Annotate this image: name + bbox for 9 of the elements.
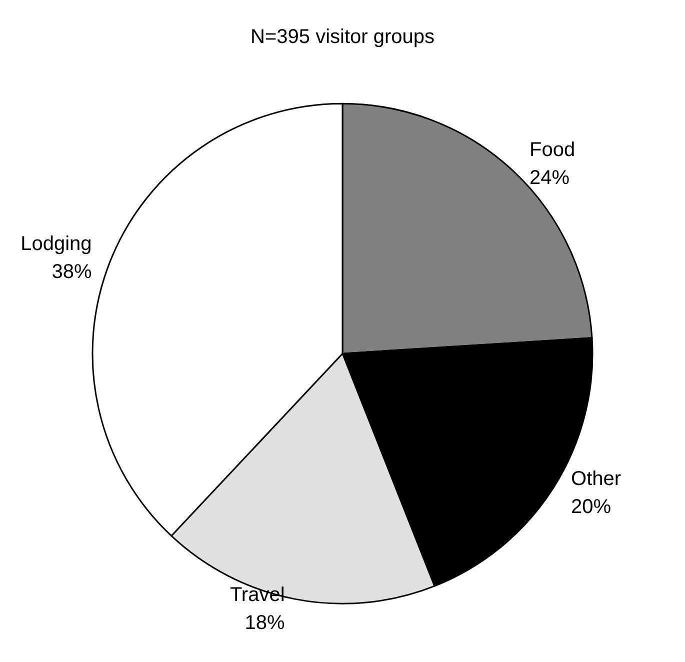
data-label: 20% xyxy=(571,496,612,518)
slice-label: Food xyxy=(529,139,576,162)
slice-label: Travel xyxy=(230,584,285,606)
slice-label: Other xyxy=(571,468,622,490)
slice-label: Lodging xyxy=(20,232,92,255)
data-label: 38% xyxy=(52,260,92,283)
data-label: 24% xyxy=(529,167,570,190)
data-label: 18% xyxy=(244,612,285,634)
chart-title: N=395 visitor groups xyxy=(250,26,434,48)
